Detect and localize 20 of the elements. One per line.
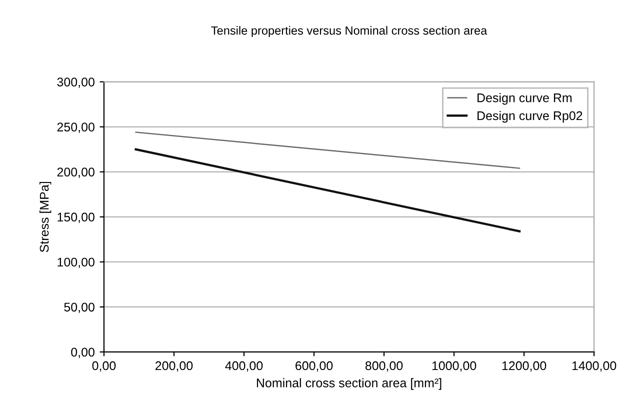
x-tick-label: 1200,00 (502, 361, 546, 372)
x-tick-label: 0,00 (92, 361, 116, 372)
y-tick-label: 200,00 (57, 168, 94, 178)
legend-label: Design curve Rm (478, 93, 572, 105)
x-tick-label: 800,00 (365, 361, 403, 372)
x-tick-label: 600,00 (296, 361, 333, 372)
x-tick-label: 400,00 (225, 361, 263, 372)
x-axis-title: Nominal cross section area [mm²] (256, 378, 442, 390)
y-tick-label: 0,00 (71, 348, 94, 358)
chart-title: Tensile properties versus Nominal cross section area (211, 26, 488, 38)
y-tick-label: 100,00 (58, 258, 94, 268)
y-tick-label: 150,00 (58, 212, 94, 224)
x-tick-label: 1400,00 (572, 361, 616, 372)
x-tick-label: 1000,00 (432, 361, 476, 372)
x-tick-label: 200,00 (156, 361, 193, 372)
y-tick-label: 300,00 (57, 78, 94, 88)
legend-label: Design curve Rp02 (478, 110, 582, 123)
y-tick-label: 250,00 (57, 122, 94, 133)
y-tick-label: 50,00 (64, 302, 94, 314)
y-axis-title: Stress [MPa] (40, 182, 52, 252)
